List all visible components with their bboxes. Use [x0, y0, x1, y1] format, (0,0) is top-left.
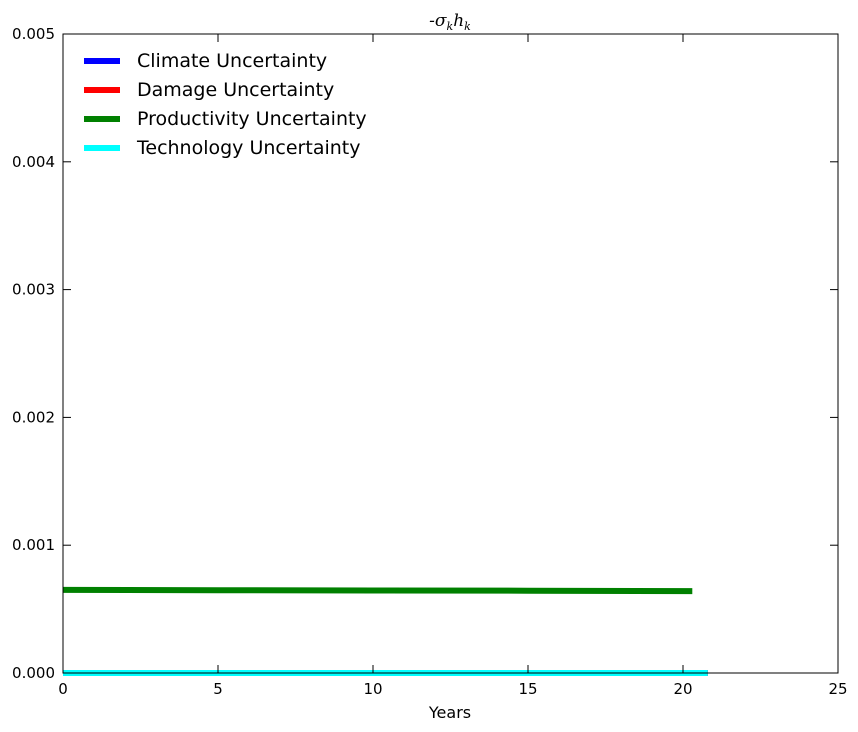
x-tick-label: 10	[363, 680, 382, 698]
chart-title: -σkhk	[429, 11, 471, 33]
y-tick-label: 0.002	[12, 408, 55, 426]
legend-label: Technology Uncertainty	[136, 137, 360, 159]
legend-label: Damage Uncertainty	[137, 79, 334, 101]
legend-label: Productivity Uncertainty	[137, 108, 367, 130]
x-tick-label: 25	[828, 680, 847, 698]
x-tick-label: 0	[58, 680, 68, 698]
x-tick-label: 20	[673, 680, 692, 698]
legend-label: Climate Uncertainty	[137, 50, 327, 72]
plot-frame	[62, 33, 839, 674]
x-tick-label: 5	[213, 680, 223, 698]
y-tick-label: 0.004	[12, 153, 55, 171]
x-tick-label: 15	[518, 680, 537, 698]
y-tick-label: 0.001	[12, 536, 55, 554]
series-layer	[62, 586, 708, 676]
x-axis-label: Years	[428, 703, 471, 722]
series-line-productivity-uncertainty	[62, 586, 693, 595]
y-tick-label: 0.005	[12, 25, 55, 43]
ticks-layer: 0 5 10 15 20 25 0.000 0.001 0.002 0.003 0.004 0.005	[12, 25, 848, 698]
y-tick-label: 0.000	[12, 664, 55, 682]
y-tick-label: 0.003	[12, 281, 55, 299]
legend: Climate Uncertainty Damage Uncertainty Pro…	[84, 50, 367, 159]
